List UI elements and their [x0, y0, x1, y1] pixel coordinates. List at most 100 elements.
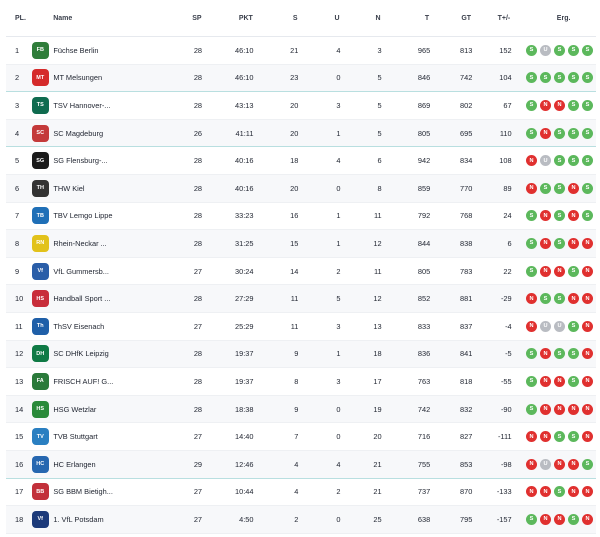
header-name: Name [53, 14, 73, 22]
result-badge: S [568, 320, 580, 332]
games-played: 28 [193, 376, 203, 386]
goal-difference: -5 [505, 349, 512, 359]
result-badge: S [526, 237, 538, 249]
table-row[interactable]: 12 DH SC DHfK Leipzig 28 19:37 9 1 18 83… [6, 340, 596, 369]
table-row[interactable]: 17 BB SG BBM Bietigh... 27 10:44 4 2 21 … [6, 479, 596, 507]
result-badge: N [554, 265, 566, 277]
goals-against: 770 [460, 183, 473, 193]
draws: 5 [336, 294, 341, 304]
result-badge: N [540, 237, 552, 249]
team-name[interactable]: Handball Sport ... [53, 294, 111, 304]
result-badge: S [554, 293, 566, 305]
team-name[interactable]: VfL Gummersb... [53, 266, 109, 276]
result-badge: N [568, 182, 580, 194]
vfl-circle-icon: Vf [31, 262, 49, 280]
team-name[interactable]: Rhein-Neckar ... [53, 238, 107, 248]
result-badge: N [568, 486, 580, 498]
goals-against: 837 [460, 321, 473, 331]
table-row[interactable]: 3 TS TSV Hannover-... 28 43:13 20 3 5 86… [6, 92, 596, 120]
table-row[interactable]: 8 RN Rhein-Neckar ... 28 31:25 15 1 12 8… [6, 230, 596, 258]
header-pl: PL. [15, 14, 26, 22]
goal-difference: 152 [499, 45, 512, 55]
hce-circle-icon: HC [31, 455, 49, 473]
goals-for: 844 [417, 238, 431, 248]
rank: 18 [15, 514, 24, 524]
team-name[interactable]: TBV Lemgo Lippe [53, 211, 113, 221]
team-name[interactable]: 1. VfL Potsdam [53, 514, 104, 524]
result-badge: S [526, 265, 538, 277]
goal-difference: -133 [496, 487, 512, 497]
goals-for: 833 [417, 321, 431, 331]
team-name[interactable]: SG Flensburg-... [53, 156, 108, 166]
eagle-icon: Vf [31, 510, 49, 528]
table-row[interactable]: 16 HC HC Erlangen 29 12:46 4 4 21 755 85… [6, 450, 596, 479]
table-row[interactable]: 7 TB TBV Lemgo Lippe 28 33:23 16 1 11 79… [6, 203, 596, 231]
result-badge: S [540, 72, 552, 84]
team-name[interactable]: Füchse Berlin [53, 45, 99, 55]
tbv-shield-icon: TB [31, 207, 49, 225]
games-played: 26 [193, 128, 203, 138]
result-badge: N [526, 293, 538, 305]
goals-for: 763 [417, 376, 431, 386]
result-badge: N [540, 403, 552, 415]
goal-difference: 6 [507, 238, 512, 248]
goals-against: 838 [460, 238, 473, 248]
standings-table: PL. Name SP PKT S U N T GT T+/- Erg. 1 F… [6, 0, 596, 534]
table-row[interactable]: 13 FA FRISCH AUF! G... 28 19:37 8 3 17 7… [6, 368, 596, 396]
losses: 18 [373, 349, 382, 359]
result-badge: N [582, 320, 594, 332]
table-row[interactable]: 4 SC SC Magdeburg 26 41:11 20 1 5 805 69… [6, 119, 596, 148]
team-name[interactable]: HC Erlangen [53, 459, 96, 469]
team-name[interactable]: TVB Stuttgart [53, 432, 98, 442]
result-badge: N [582, 237, 594, 249]
team-name[interactable]: HSG Wetzlar [53, 404, 97, 414]
table-row[interactable]: 5 SG SG Flensburg-... 28 40:16 18 4 6 94… [6, 147, 596, 175]
result-badge: N [582, 348, 594, 360]
team-name[interactable]: MT Melsungen [53, 73, 103, 83]
team-name[interactable]: ThSV Eisenach [53, 321, 105, 331]
games-played: 28 [193, 294, 203, 304]
table-row[interactable]: 15 TV TVB Stuttgart 27 14:40 7 0 20 716 … [6, 423, 596, 451]
result-badge: S [554, 486, 566, 498]
table-row[interactable]: 10 HS Handball Sport ... 28 27:29 11 5 1… [6, 285, 596, 313]
losses: 25 [373, 514, 382, 524]
table-row[interactable]: 18 Vf 1. VfL Potsdam 27 4:50 2 0 25 638 … [6, 506, 596, 534]
table-row[interactable]: 6 TH THW Kiel 28 40:16 20 0 8 859 770 89… [6, 174, 596, 203]
result-badge: N [568, 403, 580, 415]
result-badge: N [554, 403, 566, 415]
team-name[interactable]: SC Magdeburg [53, 128, 104, 138]
team-name[interactable]: SG BBM Bietigh... [53, 487, 113, 497]
table-row[interactable]: 11 Th ThSV Eisenach 27 25:29 11 3 13 833… [6, 313, 596, 341]
table-row[interactable]: 14 HS HSG Wetzlar 28 18:38 9 0 19 742 83… [6, 395, 596, 424]
team-name[interactable]: FRISCH AUF! G... [53, 376, 114, 386]
result-badge: N [554, 99, 566, 111]
result-badge: S [568, 155, 580, 167]
losses: 19 [373, 404, 382, 414]
rank: 8 [15, 238, 20, 248]
goals-for: 965 [417, 45, 431, 55]
points: 19:37 [234, 349, 254, 359]
draws: 4 [336, 156, 341, 166]
table-row[interactable]: 1 FB Füchse Berlin 28 46:10 21 4 3 965 8… [6, 37, 596, 65]
team-name[interactable]: THW Kiel [53, 183, 85, 193]
result-badge: S [582, 458, 594, 470]
points: 40:16 [234, 156, 254, 166]
thw-zebra-icon: TH [31, 179, 49, 197]
team-name[interactable]: TSV Hannover-... [53, 100, 111, 110]
team-name[interactable]: SC DHfK Leipzig [53, 349, 109, 359]
sg-icon: SG [31, 152, 49, 170]
points: 40:16 [234, 183, 254, 193]
draws: 1 [336, 238, 341, 248]
result-badge: N [568, 293, 580, 305]
table-row[interactable]: 9 Vf VfL Gummersb... 27 30:24 14 2 11 80… [6, 258, 596, 286]
rank: 17 [15, 487, 24, 497]
table-row[interactable]: 2 MT MT Melsungen 28 46:10 23 0 5 846 74… [6, 64, 596, 93]
losses: 12 [373, 238, 382, 248]
goal-difference: 89 [503, 183, 512, 193]
losses: 20 [373, 432, 382, 442]
